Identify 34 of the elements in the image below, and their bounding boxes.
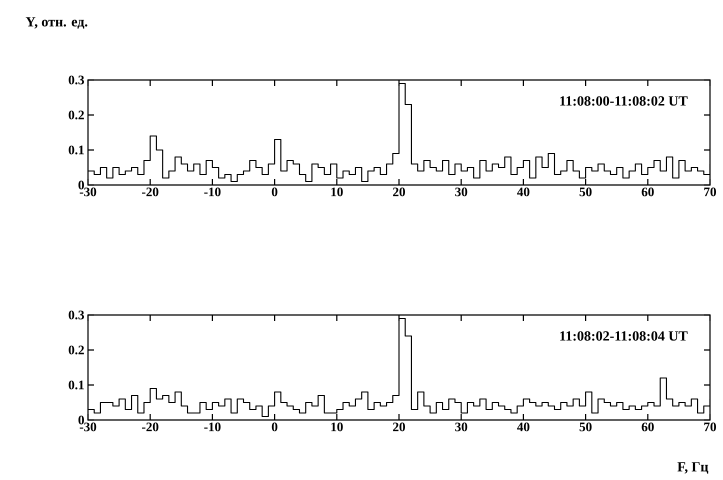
- x-tick-label: -30: [80, 422, 96, 432]
- x-tick-label: 30: [455, 188, 468, 196]
- annotation: 11:08:00-11:08:02 UT: [560, 96, 688, 106]
- x-tick-label: 70: [704, 422, 716, 432]
- x-tick-label: 20: [393, 188, 406, 196]
- y-tick-label: 0.3: [68, 310, 84, 320]
- y-tick-label: 0.2: [68, 346, 84, 354]
- x-axis-title: F, Гц: [677, 462, 708, 474]
- y-tick-label: 0: [78, 180, 84, 190]
- y-tick-label: 0.3: [68, 76, 84, 84]
- x-tick-label: 30: [455, 422, 468, 432]
- y-tick-label: 0.2: [68, 110, 84, 120]
- x-tick-label: 10: [331, 422, 343, 432]
- x-tick-label: 40: [517, 422, 530, 432]
- x-tick-label: 70: [704, 188, 716, 196]
- x-tick-label: -20: [142, 422, 158, 432]
- y-axis-title: Y, отн. ед.: [26, 17, 88, 29]
- x-tick-label: -10: [204, 188, 221, 196]
- y-tick-label: 0.1: [68, 380, 84, 390]
- x-tick-label: 40: [517, 188, 530, 196]
- x-tick-label: -10: [204, 422, 221, 432]
- x-tick-label: 0: [272, 422, 278, 432]
- y-tick-label: 0.1: [68, 146, 84, 154]
- x-tick-label: 0: [272, 188, 278, 196]
- x-tick-label: 50: [580, 188, 592, 196]
- annotation: 11:08:02-11:08:04 UT: [560, 331, 688, 341]
- x-tick-label: 20: [393, 422, 406, 432]
- x-tick-label: 50: [580, 422, 592, 432]
- x-tick-label: 10: [331, 188, 343, 196]
- y-tick-label: 0: [78, 416, 84, 424]
- x-tick-label: -30: [80, 188, 96, 196]
- x-tick-label: -20: [142, 188, 158, 196]
- x-tick-label: 60: [642, 188, 654, 196]
- x-tick-label: 60: [642, 422, 654, 432]
